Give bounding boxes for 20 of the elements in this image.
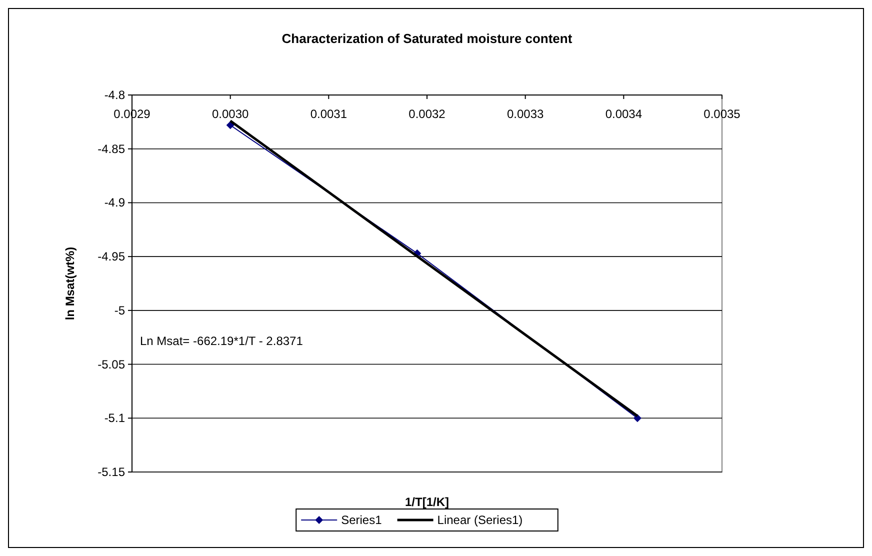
legend-label: Series1 — [341, 513, 382, 527]
y-tick-label: -5.15 — [98, 465, 126, 479]
chart-title: Characterization of Saturated moisture content — [282, 31, 573, 46]
x-tick-label: 0.0030 — [212, 107, 250, 121]
y-axis-title: ln Msat(wt%) — [63, 246, 77, 320]
x-tick-label: 0.0031 — [310, 107, 348, 121]
y-tick-label: -5.1 — [104, 411, 126, 426]
x-axis-title: 1/T[1/K] — [404, 495, 450, 509]
annotation: Ln Msat= -662.19*1/T - 2.8371 — [140, 334, 304, 348]
legend-label: Linear (Series1) — [437, 513, 523, 527]
y-tick-label: -5.05 — [98, 357, 126, 372]
x-tick-label: 0.0033 — [506, 107, 544, 121]
x-tick-label: 0.0034 — [605, 107, 642, 121]
y-tick-label: -4.85 — [98, 142, 126, 156]
x-tick-label: 0.0035 — [704, 107, 741, 121]
x-tick-label: 0.0032 — [408, 107, 446, 121]
y-tick-label: -4.95 — [98, 250, 126, 264]
y-tick-label: -4.8 — [104, 88, 126, 102]
y-tick-label: -4.9 — [104, 196, 126, 210]
y-tick-label: -5 — [114, 303, 126, 318]
